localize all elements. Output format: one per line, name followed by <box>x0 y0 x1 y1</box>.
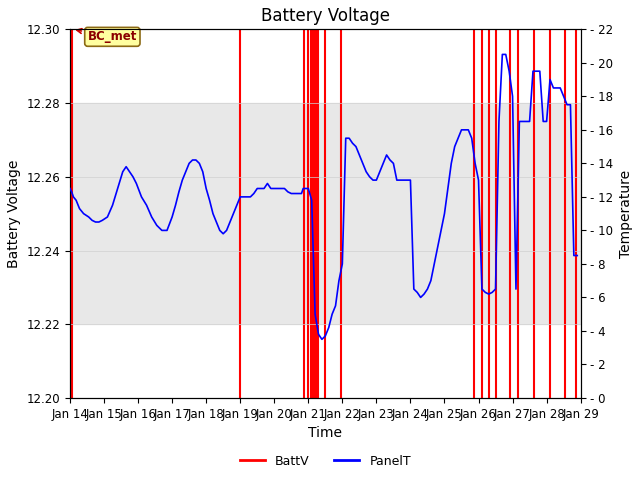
Bar <box>70 103 580 324</box>
Text: BC_met: BC_met <box>77 29 137 43</box>
Y-axis label: Battery Voltage: Battery Voltage <box>7 159 21 268</box>
Title: Battery Voltage: Battery Voltage <box>261 7 390 25</box>
Y-axis label: Temperature: Temperature <box>619 169 633 258</box>
Legend: BattV, PanelT: BattV, PanelT <box>235 450 416 473</box>
X-axis label: Time: Time <box>308 426 342 440</box>
